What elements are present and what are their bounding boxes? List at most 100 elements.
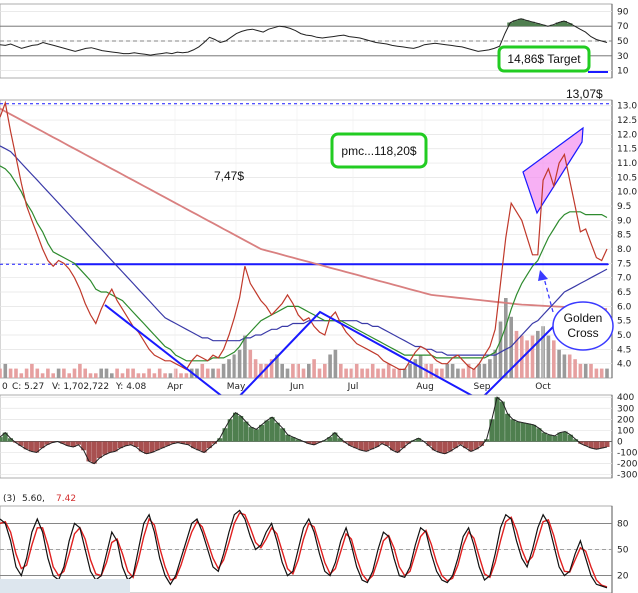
price-tick-label: 9.0 (617, 216, 632, 226)
volume-bar (509, 316, 513, 378)
rsi-tick-label: 70 (617, 22, 629, 32)
target-box-label: 14,86$ Target (507, 52, 581, 66)
volume-bar (291, 363, 295, 378)
volume-bar (552, 340, 556, 378)
volume-bar (445, 363, 450, 378)
volume-bar (120, 373, 125, 378)
stochastic-header: (3) 5.60, 7.42 (3, 494, 76, 504)
volume-bar (163, 373, 167, 378)
volume-bar (110, 373, 114, 378)
volume-bar (179, 373, 183, 378)
price-tick-label: 5.5 (617, 317, 631, 327)
x-tick-label: Sep (474, 382, 491, 392)
volume-bar (211, 368, 215, 378)
volume-bar (237, 349, 242, 378)
volume-bar (562, 354, 567, 378)
volume-bar (434, 368, 439, 378)
volume-bar (173, 368, 178, 378)
volume-bar (360, 368, 364, 378)
info-close: C: 5.27 (12, 382, 44, 392)
volume-bar (56, 368, 61, 378)
osc-tick-label: -300 (617, 471, 638, 481)
volume-bar (142, 373, 146, 378)
price-tick-label: 9.5 (617, 202, 631, 212)
volume-bar (184, 373, 189, 378)
volume-bar (605, 368, 609, 378)
volume-bar (594, 368, 599, 378)
osc-tick-label: 200 (617, 415, 634, 425)
golden-cross-label-1: Golden (564, 311, 603, 325)
volume-bar (46, 368, 50, 378)
price-tick-label: 5.0 (617, 331, 632, 341)
volume-bar (466, 363, 471, 378)
osc-tick-label: 0 (617, 437, 623, 447)
osc-tick-label: -100 (617, 449, 638, 459)
volume-bar (323, 363, 327, 378)
volume-bar (504, 298, 508, 378)
price-tick-label: 13.0 (617, 102, 637, 112)
volume-bar (232, 354, 237, 378)
price-tick-label: 12.5 (617, 116, 637, 126)
golden-cross-ellipse (552, 301, 614, 351)
volume-bar (243, 335, 247, 378)
volume-bar (147, 368, 151, 378)
volume-bar (275, 354, 279, 378)
volume-bar (567, 354, 572, 378)
volume-bar (0, 368, 2, 378)
volume-bar (62, 368, 66, 378)
volume-bar (285, 368, 290, 378)
x-tick-label: Jun (289, 382, 304, 392)
x-tick-label: Apr (167, 382, 183, 392)
volume-bar (546, 335, 551, 378)
volume-bar (264, 363, 268, 378)
volume-bar (477, 363, 481, 378)
volume-bar (376, 368, 380, 378)
price-tick-label: 10.0 (617, 188, 637, 198)
volume-bar (397, 368, 402, 378)
volume-bar (296, 363, 300, 378)
volume-bar (472, 368, 476, 378)
volume-bar (514, 330, 519, 378)
volume-bar (227, 359, 231, 378)
stoch-k-line (0, 509, 608, 589)
osc-tick-label: 100 (617, 426, 634, 436)
rsi-tick-label: 50 (617, 37, 629, 47)
ma-mid-line (0, 145, 608, 356)
x-tick-label: Oct (535, 382, 551, 392)
volume-bar (72, 368, 77, 378)
price-tick-label: 11.0 (617, 159, 637, 169)
volume-bar (440, 368, 444, 378)
volume-bar (525, 340, 529, 378)
stoch-header-k: 5.60, (22, 494, 45, 504)
osc-tick-label: 400 (617, 393, 634, 403)
volume-bar (83, 368, 87, 378)
volume-bar (381, 368, 386, 378)
rsi-tick-label: 10 (617, 67, 629, 77)
volume-bar (126, 368, 130, 378)
volume-bar (51, 373, 55, 378)
volume-bar (488, 359, 492, 378)
volume-bar (578, 363, 583, 378)
stoch-tick-label: 80 (617, 519, 629, 529)
volume-bar (456, 368, 460, 378)
volume-bar (253, 359, 258, 378)
volume-bar (94, 373, 98, 378)
volume-bar (573, 359, 577, 378)
resistance-value-label: 7,47$ (214, 169, 244, 183)
x-tick-label: Jul (347, 382, 359, 392)
volume-bar (67, 373, 71, 378)
volume-bar (136, 373, 141, 378)
target-box (497, 45, 591, 73)
stoch-header-prefix: (3) (3, 494, 16, 504)
volume-bar (104, 368, 109, 378)
volume-bar (14, 368, 18, 378)
price-info-line: 0 C: 5.27 V: 1,702,722 Y: 4.08 (2, 382, 147, 392)
volume-bar (8, 368, 13, 378)
volume-bar (259, 363, 263, 378)
volume-bar (99, 368, 103, 378)
volume-bar (205, 368, 210, 378)
volume-bar (583, 363, 588, 378)
stoch-header-d: 7.42 (56, 494, 76, 504)
ma-slow-line (0, 107, 608, 311)
